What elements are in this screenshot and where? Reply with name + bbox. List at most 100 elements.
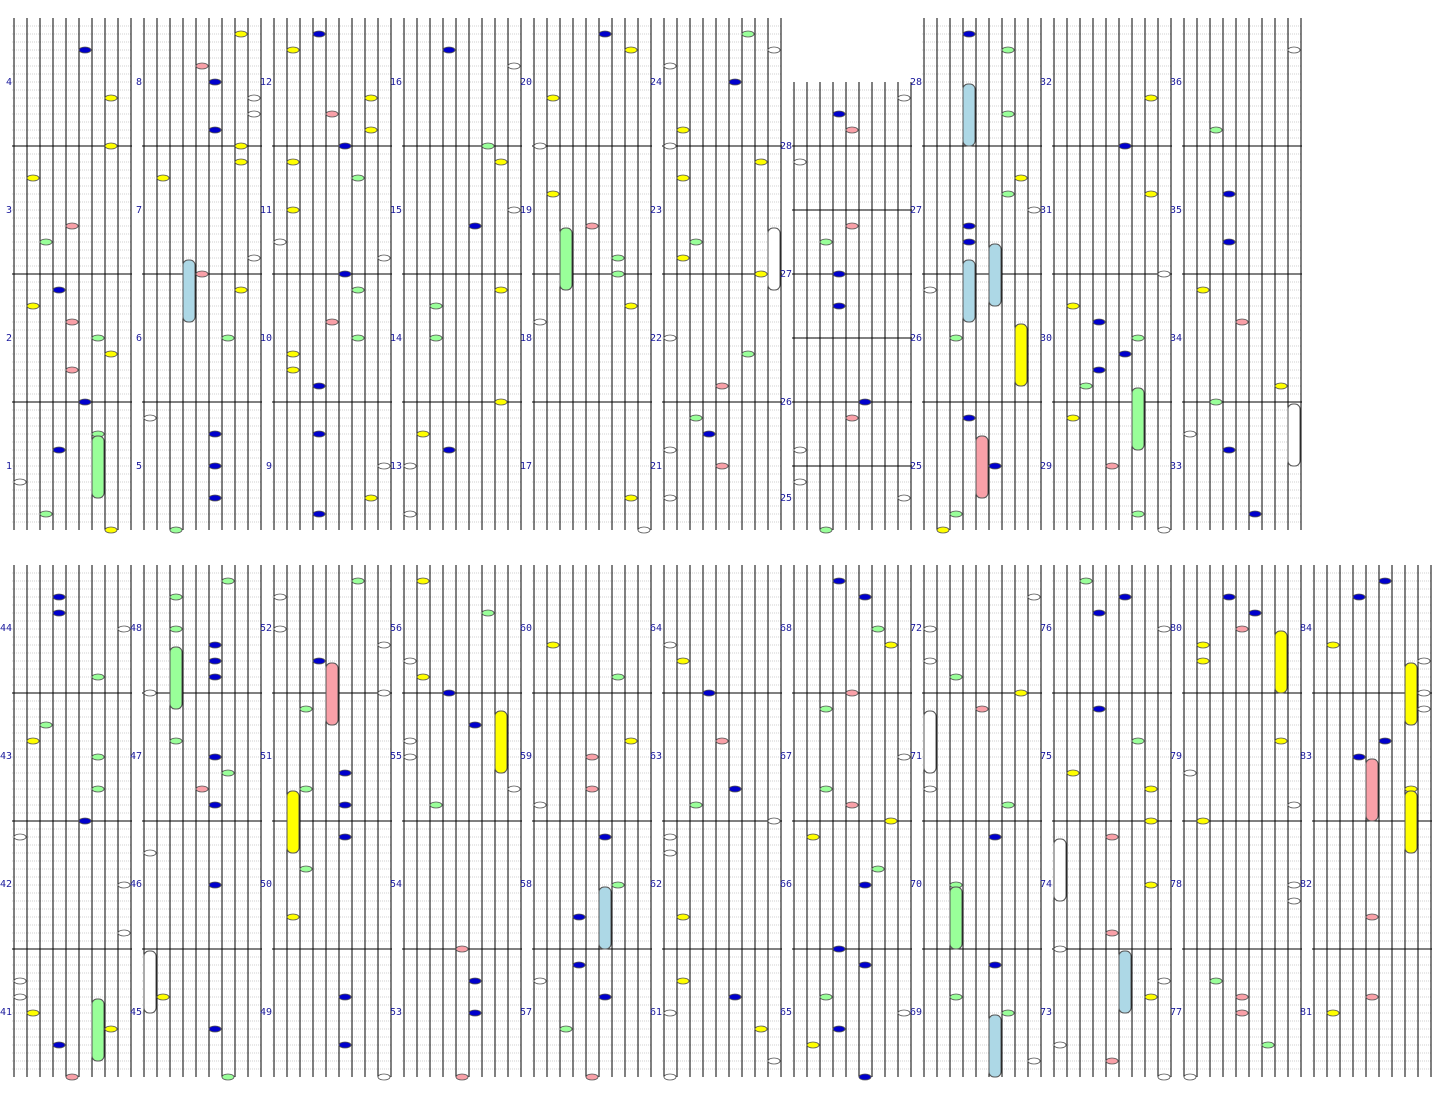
column (272, 565, 392, 1081)
note (234, 30, 248, 38)
measure-number: 58 (520, 879, 532, 890)
note (1183, 769, 1197, 777)
note (832, 1025, 846, 1033)
note (949, 510, 963, 518)
measure-number: 16 (390, 77, 402, 88)
measure-number: 73 (1040, 1007, 1052, 1018)
column (1052, 18, 1172, 534)
note (195, 270, 209, 278)
measure-number: 29 (1040, 461, 1052, 472)
measure-number: 1 (6, 461, 12, 472)
note (1092, 609, 1106, 617)
measure-number: 71 (910, 751, 922, 762)
note (1105, 833, 1119, 841)
note (26, 174, 40, 182)
note (1235, 1009, 1249, 1017)
note (663, 446, 677, 454)
note (598, 30, 612, 38)
column (792, 82, 912, 534)
note (65, 1073, 79, 1081)
note (819, 238, 833, 246)
note (1144, 190, 1158, 198)
note (338, 1041, 352, 1049)
note (507, 206, 521, 214)
measure-number: 15 (390, 205, 402, 216)
note (338, 270, 352, 278)
measure-number: 52 (260, 623, 272, 634)
note (429, 801, 443, 809)
note (169, 625, 183, 633)
note (1014, 174, 1028, 182)
note (949, 334, 963, 342)
measure-number: 55 (390, 751, 402, 762)
note (416, 577, 430, 585)
measure-number: 83 (1300, 751, 1312, 762)
note (1209, 398, 1223, 406)
note (442, 689, 456, 697)
note (897, 494, 911, 502)
note (234, 286, 248, 294)
measure-number: 77 (1170, 1007, 1182, 1018)
note (858, 593, 872, 601)
note (156, 174, 170, 182)
note (1235, 993, 1249, 1001)
note (234, 142, 248, 150)
note (351, 577, 365, 585)
note (65, 222, 79, 230)
note (286, 350, 300, 358)
long-note (962, 83, 976, 147)
note (715, 382, 729, 390)
note (624, 46, 638, 54)
note (533, 801, 547, 809)
note (962, 30, 976, 38)
measure-number: 28 (780, 141, 792, 152)
measure-number: 62 (650, 879, 662, 890)
note (767, 46, 781, 54)
note (611, 270, 625, 278)
note (689, 801, 703, 809)
measure-number: 19 (520, 205, 532, 216)
long-note (1404, 790, 1418, 854)
column (532, 18, 652, 534)
measure-number: 43 (0, 751, 12, 762)
note (78, 817, 92, 825)
measure-number: 7 (136, 205, 142, 216)
note (377, 462, 391, 470)
measure-number: 10 (260, 333, 272, 344)
note (143, 414, 157, 422)
note (1417, 689, 1431, 697)
note (338, 833, 352, 841)
note (663, 494, 677, 502)
measure-number: 54 (390, 879, 402, 890)
measure-number: 81 (1300, 1007, 1312, 1018)
note (897, 94, 911, 102)
measure-number: 32 (1040, 77, 1052, 88)
note (832, 945, 846, 953)
note (247, 94, 261, 102)
note (1248, 510, 1262, 518)
note (52, 593, 66, 601)
measure-number: 20 (520, 77, 532, 88)
note (676, 254, 690, 262)
note (338, 142, 352, 150)
note (988, 462, 1002, 470)
note (1196, 286, 1210, 294)
note (754, 1025, 768, 1033)
measure-number: 42 (0, 879, 12, 890)
note (845, 222, 859, 230)
note (429, 302, 443, 310)
note (208, 673, 222, 681)
note (91, 673, 105, 681)
note (208, 657, 222, 665)
long-note (91, 998, 105, 1062)
note (1001, 110, 1015, 118)
note (1287, 881, 1301, 889)
note (923, 286, 937, 294)
note (1196, 641, 1210, 649)
note (312, 382, 326, 390)
note (767, 817, 781, 825)
long-note (1287, 403, 1301, 467)
measure-number: 84 (1300, 623, 1312, 634)
measure-number: 28 (910, 77, 922, 88)
long-note (182, 259, 196, 323)
